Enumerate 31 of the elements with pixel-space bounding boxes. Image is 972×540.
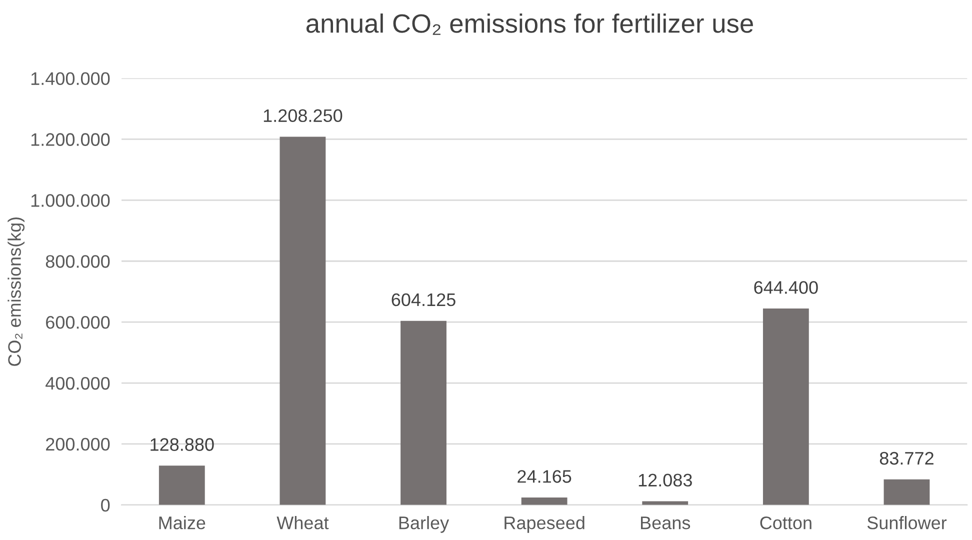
bar [158, 466, 205, 505]
bar [642, 501, 688, 505]
chart-title: annual CO₂ emissions for fertilizer use [306, 14, 753, 35]
y-tick-label: 800.000 [46, 255, 110, 268]
data-label: 128.880 [150, 438, 214, 451]
x-tick-label: Barley [399, 516, 450, 533]
bar [884, 479, 930, 505]
x-tick-label: Rapeseed [504, 516, 584, 533]
data-label: 604.125 [392, 293, 456, 306]
x-tick-label: Maize [159, 516, 206, 530]
y-axis-title: CO₂ emissions(kg) [8, 217, 25, 366]
x-tick-label: Cotton [760, 516, 812, 530]
data-label: 644.400 [754, 281, 818, 294]
y-tick-label: 0 [101, 498, 110, 512]
x-tick-label: Wheat [276, 516, 329, 530]
x-tick-label: Sunflower [867, 516, 947, 530]
y-tick-label: 1.000.000 [31, 194, 110, 207]
bar [762, 308, 809, 505]
y-tick-label: 1.400.000 [31, 72, 110, 86]
y-tick-label: 400.000 [46, 376, 110, 390]
bar [521, 498, 568, 505]
data-label: 83.772 [880, 452, 934, 465]
x-tick-label: Beans [641, 516, 690, 530]
data-label: 1.208.250 [264, 109, 342, 122]
bar [280, 136, 326, 505]
data-label: 24.165 [518, 470, 572, 483]
y-tick-label: 600.000 [46, 316, 110, 329]
y-tick-label: 1.200.000 [31, 133, 110, 146]
bar [400, 320, 446, 505]
y-tick-label: 200.000 [46, 438, 110, 451]
data-label: 12.083 [638, 474, 692, 487]
